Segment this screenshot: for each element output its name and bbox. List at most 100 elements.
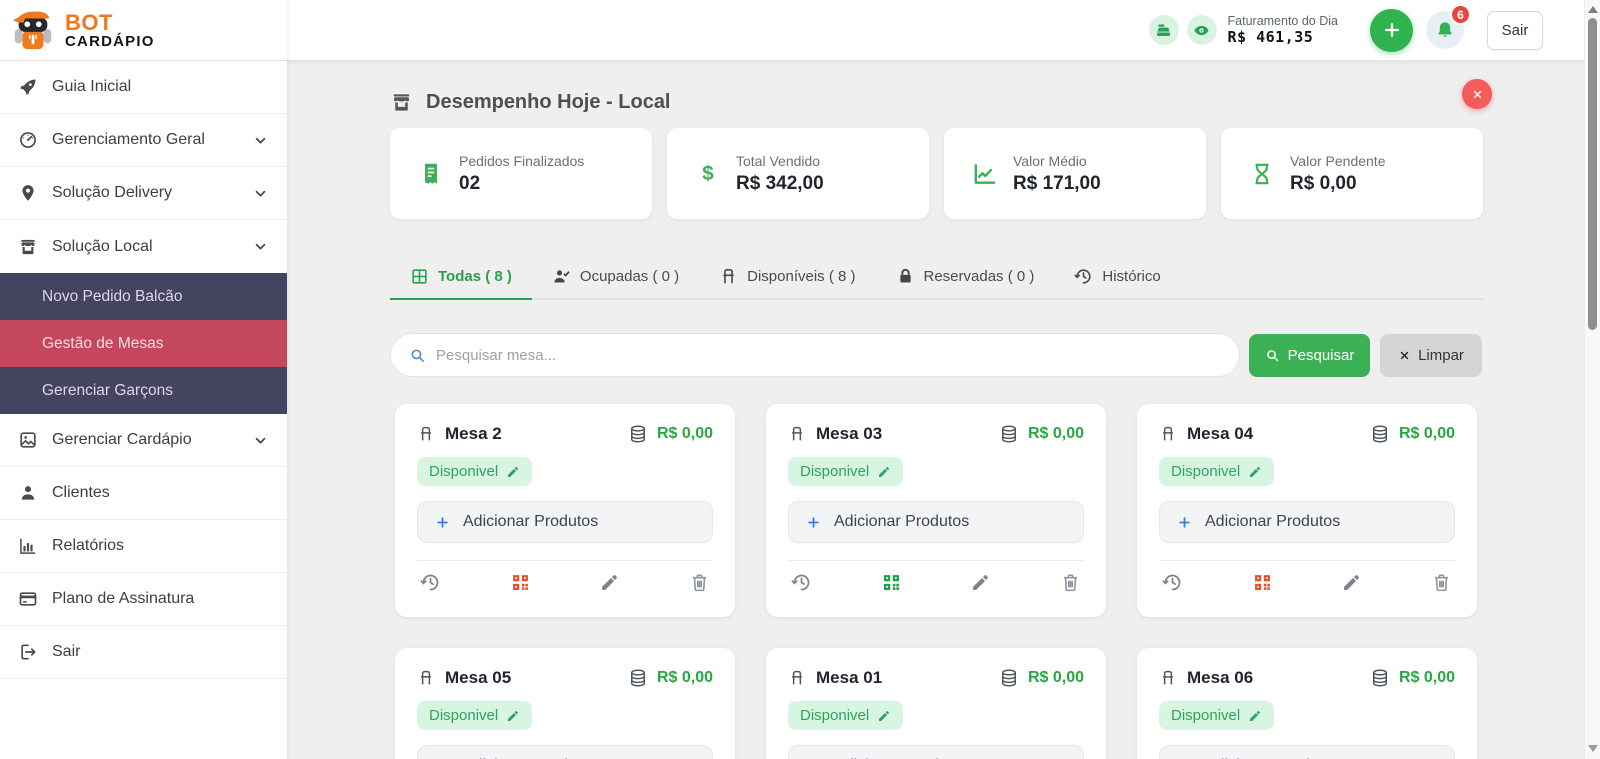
qr-code-button[interactable] bbox=[1252, 572, 1273, 593]
search-row: Pesquisar Limpar bbox=[390, 333, 1482, 377]
sidebar-item-relatorios[interactable]: Relatórios bbox=[0, 520, 287, 573]
logout-button[interactable]: Sair bbox=[1487, 10, 1543, 50]
table-total: R$ 0,00 bbox=[1027, 425, 1084, 442]
divider bbox=[788, 560, 1084, 561]
qr-code-icon bbox=[512, 575, 528, 590]
sidebar-item-gerenciamento-geral[interactable]: Gerenciamento Geral bbox=[0, 114, 287, 167]
sidebar: BOT CARDÁPIO Guia Inicial Gerenciamento … bbox=[0, 0, 287, 759]
search-input[interactable] bbox=[436, 346, 1221, 364]
status-badge[interactable]: Disponivel bbox=[788, 701, 904, 730]
add-products-button[interactable]: Adicionar Produtos bbox=[788, 745, 1084, 759]
delete-table-button[interactable] bbox=[1431, 572, 1452, 593]
edit-table-button[interactable] bbox=[599, 572, 620, 593]
pencil-icon bbox=[1250, 466, 1261, 477]
add-button[interactable] bbox=[1370, 8, 1413, 52]
pencil-icon bbox=[1250, 710, 1261, 721]
edit-table-button[interactable] bbox=[1341, 572, 1362, 593]
delete-table-button[interactable] bbox=[689, 572, 710, 593]
brand-name-bottom: CARDÁPIO bbox=[65, 32, 155, 50]
visibility-toggle-button[interactable] bbox=[1186, 15, 1217, 45]
qr-code-icon bbox=[1254, 575, 1270, 590]
pencil-icon bbox=[973, 575, 989, 590]
chair-icon bbox=[1162, 670, 1174, 686]
coins-icon bbox=[1372, 669, 1387, 687]
cash-register-button[interactable] bbox=[1148, 15, 1179, 45]
add-products-button[interactable]: Adicionar Produtos bbox=[1159, 501, 1455, 543]
brand-logo[interactable]: BOT CARDÁPIO bbox=[0, 0, 287, 61]
status-badge[interactable]: Disponivel bbox=[1159, 701, 1275, 730]
sidebar-item-plano-de-assinatura[interactable]: Plano de Assinatura bbox=[0, 573, 287, 626]
scrollbar-thumb[interactable] bbox=[1588, 18, 1597, 330]
sidebar-item-guia-inicial[interactable]: Guia Inicial bbox=[0, 61, 287, 114]
coins-icon bbox=[1001, 425, 1016, 443]
history-button[interactable] bbox=[1162, 572, 1183, 593]
status-badge[interactable]: Disponivel bbox=[1159, 457, 1275, 486]
robot-logo-icon bbox=[13, 11, 52, 50]
add-products-button[interactable]: Adicionar Produtos bbox=[788, 501, 1084, 543]
daily-revenue-value: R$ 461,35 bbox=[1227, 28, 1314, 46]
stat-label: Pedidos Finalizados bbox=[459, 152, 585, 169]
table-total: R$ 0,00 bbox=[656, 425, 713, 442]
sidebar-subitem-label: Gestão de Mesas bbox=[42, 334, 164, 352]
sidebar-item-solucao-delivery[interactable]: Solução Delivery bbox=[0, 167, 287, 220]
tab-historico[interactable]: Histórico bbox=[1054, 258, 1180, 298]
add-products-button[interactable]: Adicionar Produtos bbox=[417, 745, 713, 759]
table-card: Mesa 05 R$ 0,00 Disponivel Adicionar Pro… bbox=[395, 648, 735, 759]
scrollbar-up-arrow[interactable] bbox=[1588, 6, 1598, 13]
chair-icon bbox=[791, 670, 803, 686]
gauge-icon bbox=[19, 132, 37, 148]
storefront-icon bbox=[393, 94, 410, 111]
add-products-button[interactable]: Adicionar Produtos bbox=[417, 501, 713, 543]
history-button[interactable] bbox=[420, 572, 441, 593]
stat-value: R$ 342,00 bbox=[736, 172, 824, 194]
pencil-icon bbox=[1344, 575, 1360, 590]
clear-button[interactable]: Limpar bbox=[1380, 333, 1482, 377]
qr-code-button[interactable] bbox=[881, 572, 902, 593]
search-button[interactable]: Pesquisar bbox=[1249, 333, 1370, 377]
sidebar-subitem-gestao-de-mesas[interactable]: Gestão de Mesas bbox=[0, 320, 287, 367]
sidebar-subitem-novo-pedido-balcao[interactable]: Novo Pedido Balcão bbox=[0, 273, 287, 320]
table-card: Mesa 01 R$ 0,00 Disponivel Adicionar Pro… bbox=[766, 648, 1106, 759]
tab-ocupadas[interactable]: Ocupadas ( 0 ) bbox=[532, 258, 699, 298]
tab-reservadas[interactable]: Reservadas ( 0 ) bbox=[876, 258, 1055, 298]
status-badge[interactable]: Disponivel bbox=[788, 457, 904, 486]
tab-label: Reservadas ( 0 ) bbox=[923, 268, 1035, 285]
chevron-down-icon bbox=[255, 243, 266, 250]
sidebar-item-label: Gerenciamento Geral bbox=[52, 131, 205, 148]
sidebar-item-clientes[interactable]: Clientes bbox=[0, 467, 287, 520]
close-icon bbox=[1473, 90, 1481, 98]
sidebar-item-solucao-local[interactable]: Solução Local bbox=[0, 220, 287, 273]
tab-todas[interactable]: Todas ( 8 ) bbox=[390, 258, 532, 300]
notification-badge: 6 bbox=[1450, 4, 1471, 25]
table-name: Mesa 2 bbox=[445, 424, 502, 443]
cash-register-icon bbox=[1157, 23, 1170, 36]
qr-code-button[interactable] bbox=[510, 572, 531, 593]
edit-table-button[interactable] bbox=[970, 572, 991, 593]
sidebar-item-gerenciar-cardapio[interactable]: Gerenciar Cardápio bbox=[0, 414, 287, 467]
scrollbar-down-arrow[interactable] bbox=[1588, 745, 1598, 752]
stat-label: Valor Médio bbox=[1013, 152, 1087, 169]
brand-text: BOT CARDÁPIO bbox=[65, 10, 155, 50]
history-button[interactable] bbox=[791, 572, 812, 593]
sidebar-item-sair[interactable]: Sair bbox=[0, 626, 287, 679]
sidebar-subitem-gerenciar-garcons[interactable]: Gerenciar Garçons bbox=[0, 367, 287, 414]
chair-icon bbox=[1162, 426, 1174, 442]
notifications-button[interactable]: 6 bbox=[1426, 4, 1471, 49]
close-panel-button[interactable] bbox=[1462, 79, 1492, 109]
chevron-down-icon bbox=[255, 190, 266, 197]
table-total: R$ 0,00 bbox=[1398, 425, 1455, 442]
status-badge[interactable]: Disponivel bbox=[417, 701, 533, 730]
add-products-button[interactable]: Adicionar Produtos bbox=[1159, 745, 1455, 759]
plus-icon bbox=[1179, 516, 1190, 528]
section-title: Desempenho Hoje - Local bbox=[390, 91, 671, 114]
status-label: Disponivel bbox=[429, 463, 499, 480]
pencil-icon bbox=[602, 575, 618, 590]
search-icon bbox=[1266, 349, 1278, 361]
tab-disponiveis[interactable]: Disponíveis ( 8 ) bbox=[699, 258, 875, 298]
history-icon bbox=[1074, 269, 1092, 284]
coins-icon bbox=[630, 669, 645, 687]
table-card: Mesa 04 R$ 0,00 Disponivel Adicionar Pro… bbox=[1137, 404, 1477, 617]
status-badge[interactable]: Disponivel bbox=[417, 457, 533, 486]
table-card-header: Mesa 01 R$ 0,00 bbox=[788, 668, 1084, 688]
delete-table-button[interactable] bbox=[1060, 572, 1081, 593]
